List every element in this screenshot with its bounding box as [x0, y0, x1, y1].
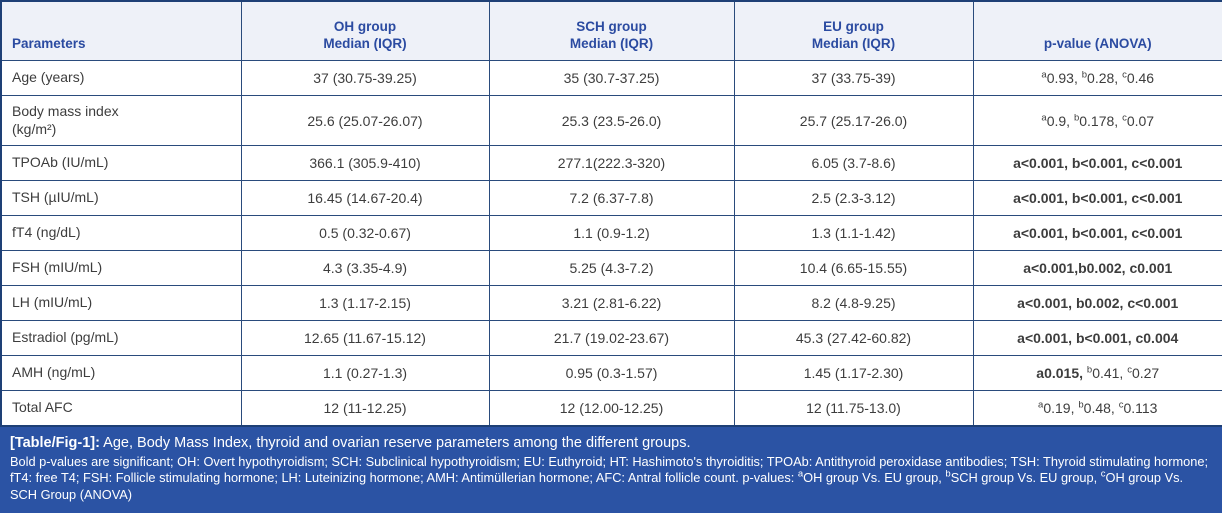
row-bmi: Body mass index (kg/m²) 25.6 (25.07-26.07)… — [0, 95, 1222, 146]
caption-bar: [Table/Fig-1]: Age, Body Mass Index, thy… — [0, 426, 1222, 513]
cell-tpoab-sch: 277.1(222.3-320) — [488, 145, 735, 181]
header-cell-eu-group: EU group Median (IQR) — [733, 0, 974, 61]
cell-tpoab-pvalue: a<0.001, b<0.001, c<0.001 — [972, 145, 1222, 181]
cell-ft4-parameter: fT4 (ng/dL) — [0, 215, 242, 251]
cell-tsh-oh: 16.45 (14.67-20.4) — [240, 180, 490, 216]
cell-age-eu: 37 (33.75-39) — [733, 60, 974, 96]
cell-total-afc-pvalue: a0.19, b0.48, c0.113 — [972, 390, 1222, 426]
cell-bmi-sch: 25.3 (23.5-26.0) — [488, 95, 735, 146]
cell-estradiol-parameter: Estradiol (pg/mL) — [0, 320, 242, 356]
cell-lh-sch: 3.21 (2.81-6.22) — [488, 285, 735, 321]
cell-tpoab-parameter: TPOAb (IU/mL) — [0, 145, 242, 181]
caption-notes: Bold p-values are significant; OH: Overt… — [10, 453, 1209, 502]
cell-amh-sch: 0.95 (0.3-1.57) — [488, 355, 735, 391]
caption-title: [Table/Fig-1]: Age, Body Mass Index, thy… — [10, 434, 1212, 452]
caption-label: [Table/Fig-1]: — [10, 434, 100, 451]
header-cell-oh-group: OH group Median (IQR) — [240, 0, 490, 61]
cell-age-oh: 37 (30.75-39.25) — [240, 60, 490, 96]
cell-lh-oh: 1.3 (1.17-2.15) — [240, 285, 490, 321]
cell-fsh-oh: 4.3 (3.35-4.9) — [240, 250, 490, 286]
cell-estradiol-pvalue: a<0.001, b<0.001, c0.004 — [972, 320, 1222, 356]
cell-amh-oh: 1.1 (0.27-1.3) — [240, 355, 490, 391]
cell-age-pvalue: a0.93, b0.28, c0.46 — [972, 60, 1222, 96]
row-lh: LH (mIU/mL) 1.3 (1.17-2.15) 3.21 (2.81-6.2… — [0, 285, 1222, 321]
cell-total-afc-sch: 12 (12.00-12.25) — [488, 390, 735, 426]
cell-tpoab-eu: 6.05 (3.7-8.6) — [733, 145, 974, 181]
cell-lh-parameter: LH (mIU/mL) — [0, 285, 242, 321]
cell-bmi-pvalue: a0.9, b0.178, c0.07 — [972, 95, 1222, 146]
cell-bmi-eu: 25.7 (25.17-26.0) — [733, 95, 974, 146]
row-estradiol: Estradiol (pg/mL) 12.65 (11.67-15.12) 21.7… — [0, 320, 1222, 356]
cell-estradiol-sch: 21.7 (19.02-23.67) — [488, 320, 735, 356]
header-cell-p-value-anova: p-value (ANOVA) — [972, 0, 1222, 61]
cell-age-sch: 35 (30.7-37.25) — [488, 60, 735, 96]
cell-tsh-eu: 2.5 (2.3-3.12) — [733, 180, 974, 216]
cell-fsh-sch: 5.25 (4.3-7.2) — [488, 250, 735, 286]
cell-ft4-eu: 1.3 (1.1-1.42) — [733, 215, 974, 251]
row-total-afc: Total AFC 12 (11-12.25) 12 (12.00-12.25) 12… — [0, 390, 1222, 426]
row-tsh: TSH (µIU/mL) 16.45 (14.67-20.4) 7.2 (6.37-… — [0, 180, 1222, 216]
cell-fsh-pvalue: a<0.001,b0.002, c0.001 — [972, 250, 1222, 286]
header-row: Parameters OH group Median (IQR) SCH group M… — [0, 0, 1222, 61]
row-tpoab: TPOAb (IU/mL) 366.1 (305.9-410) 277.1(222.… — [0, 145, 1222, 181]
cell-total-afc-oh: 12 (11-12.25) — [240, 390, 490, 426]
row-fsh: FSH (mIU/mL) 4.3 (3.35-4.9) 5.25 (4.3-7.2)… — [0, 250, 1222, 286]
cell-amh-pvalue: a0.015, b0.41, c0.27 — [972, 355, 1222, 391]
cell-fsh-eu: 10.4 (6.65-15.55) — [733, 250, 974, 286]
cell-tsh-parameter: TSH (µIU/mL) — [0, 180, 242, 216]
cell-amh-parameter: AMH (ng/mL) — [0, 355, 242, 391]
cell-ft4-pvalue: a<0.001, b<0.001, c<0.001 — [972, 215, 1222, 251]
cell-bmi-parameter: Body mass index (kg/m²) — [0, 95, 242, 146]
cell-amh-eu: 1.45 (1.17-2.30) — [733, 355, 974, 391]
cell-tsh-sch: 7.2 (6.37-7.8) — [488, 180, 735, 216]
cell-estradiol-oh: 12.65 (11.67-15.12) — [240, 320, 490, 356]
cell-total-afc-eu: 12 (11.75-13.0) — [733, 390, 974, 426]
row-age: Age (years) 37 (30.75-39.25) 35 (30.7-37.2… — [0, 60, 1222, 96]
cell-fsh-parameter: FSH (mIU/mL) — [0, 250, 242, 286]
cell-tsh-pvalue: a<0.001, b<0.001, c<0.001 — [972, 180, 1222, 216]
cell-ft4-oh: 0.5 (0.32-0.67) — [240, 215, 490, 251]
cell-age-parameter: Age (years) — [0, 60, 242, 96]
cell-lh-pvalue: a<0.001, b0.002, c<0.001 — [972, 285, 1222, 321]
cell-ft4-sch: 1.1 (0.9-1.2) — [488, 215, 735, 251]
cell-bmi-oh: 25.6 (25.07-26.07) — [240, 95, 490, 146]
cell-total-afc-parameter: Total AFC — [0, 390, 242, 426]
cell-tpoab-oh: 366.1 (305.9-410) — [240, 145, 490, 181]
row-ft4: fT4 (ng/dL) 0.5 (0.32-0.67) 1.1 (0.9-1.2) 1… — [0, 215, 1222, 251]
row-amh: AMH (ng/mL) 1.1 (0.27-1.3) 0.95 (0.3-1.57)… — [0, 355, 1222, 391]
caption-title-text: Age, Body Mass Index, thyroid and ovaria… — [99, 434, 691, 451]
header-cell-sch-group: SCH group Median (IQR) — [488, 0, 735, 61]
table-body: Age (years) 37 (30.75-39.25) 35 (30.7-37.2… — [0, 60, 1222, 426]
header-cell-parameters: Parameters — [0, 0, 242, 61]
cell-estradiol-eu: 45.3 (27.42-60.82) — [733, 320, 974, 356]
parameters-table: Parameters OH group Median (IQR) SCH group M… — [0, 0, 1222, 427]
cell-lh-eu: 8.2 (4.8-9.25) — [733, 285, 974, 321]
